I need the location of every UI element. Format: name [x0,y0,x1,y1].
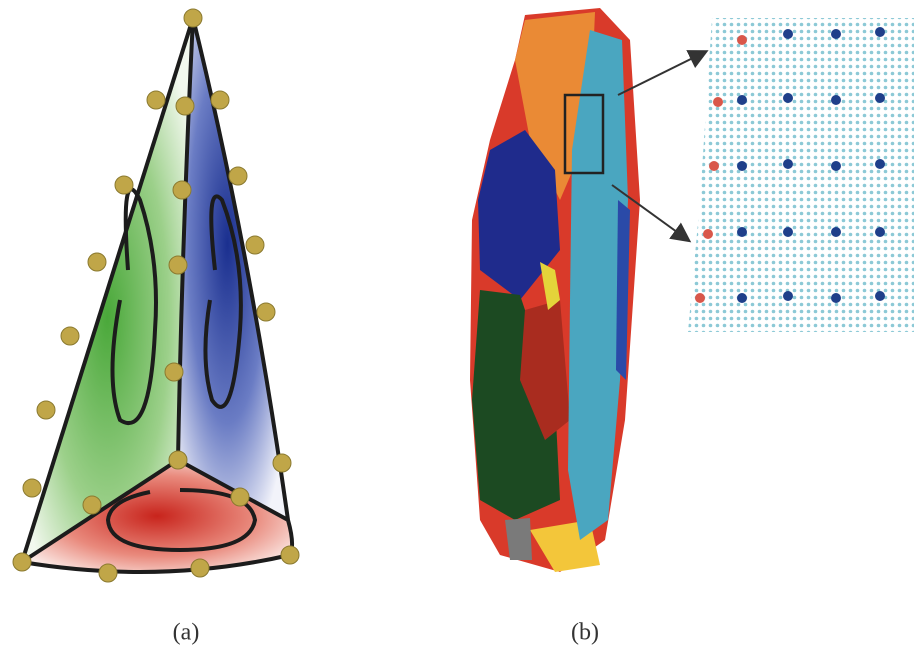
panel-a [13,9,299,582]
zoom-inset [688,18,914,332]
page: (a) (b) (() => { const data = JSON.parse… [0,0,914,658]
figure: (a) (b) [0,0,914,658]
panel-b [470,8,914,572]
blue-patch [178,18,288,520]
caption: (a) [173,620,200,646]
caption: (b) [571,620,599,646]
